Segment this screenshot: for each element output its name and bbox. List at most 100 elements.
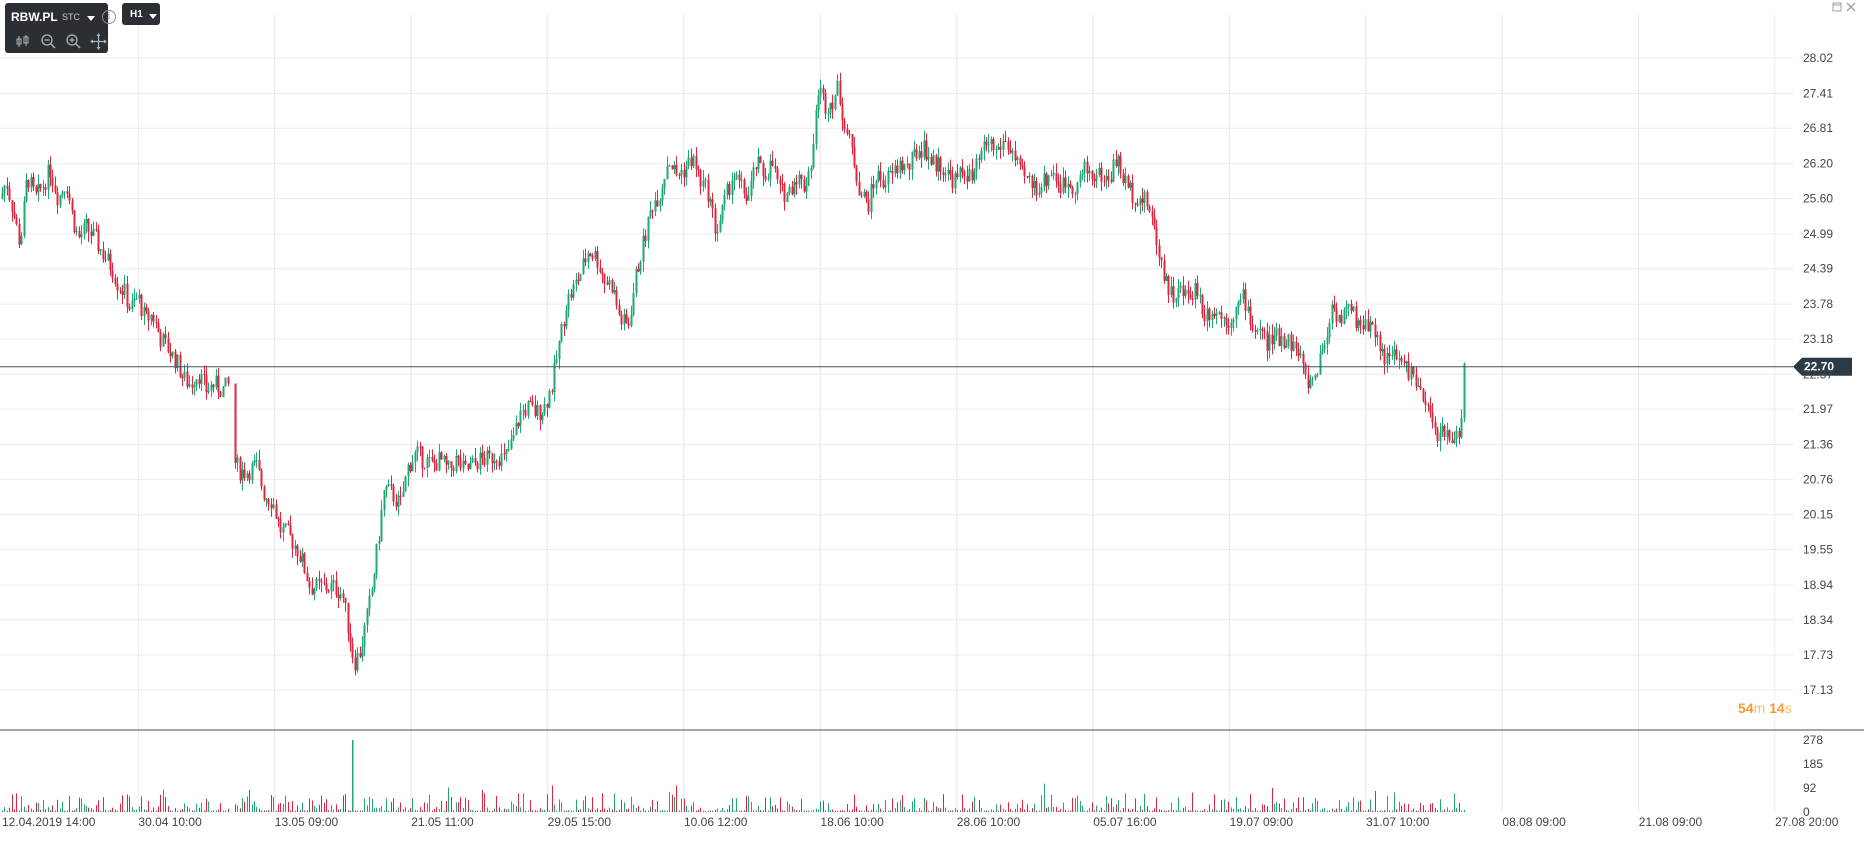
info-icon[interactable]: i — [102, 10, 116, 24]
volume-bar — [1406, 810, 1407, 812]
candle-body — [920, 151, 923, 158]
window-icon[interactable] — [1832, 2, 1842, 15]
volume-bar — [376, 807, 377, 812]
candle-body — [1057, 181, 1060, 185]
candle-body — [745, 194, 748, 201]
volume-bar — [578, 809, 579, 812]
candle-body — [354, 657, 357, 671]
volume-bar — [117, 810, 118, 812]
volume-bar — [1003, 808, 1004, 812]
timeframe-selector[interactable]: H1 — [122, 3, 160, 25]
volume-bar — [717, 808, 718, 812]
candle-body — [1163, 260, 1166, 281]
volume-bar — [319, 804, 320, 812]
candle-body — [546, 404, 549, 408]
volume-bar — [1154, 808, 1155, 812]
volume-bar — [532, 810, 533, 812]
volume-bar — [307, 810, 308, 812]
volume-bar — [127, 794, 128, 812]
volume-bar — [724, 810, 725, 812]
volume-bar — [1250, 794, 1251, 812]
close-icon[interactable] — [1846, 2, 1856, 15]
volume-bar — [686, 805, 687, 812]
candle-body — [339, 593, 342, 599]
volume-bar — [1168, 810, 1169, 812]
y-tick-label: 21.97 — [1803, 402, 1833, 416]
volume-bar — [640, 810, 641, 812]
volume-bar — [429, 794, 430, 812]
candle-body — [1023, 167, 1026, 177]
candle-body — [997, 146, 1000, 150]
candle-body — [606, 282, 609, 285]
volume-bar — [487, 807, 488, 812]
y-tick-label: 23.18 — [1803, 332, 1833, 346]
volume-bar — [763, 810, 764, 812]
volume-bar — [268, 810, 269, 812]
chart-tools — [15, 33, 107, 50]
candle-body — [474, 458, 477, 463]
volume-bar — [1164, 810, 1165, 812]
candle-body — [37, 183, 40, 193]
candle-body — [1016, 157, 1019, 161]
candle-body — [728, 183, 731, 195]
candlestick-icon[interactable] — [15, 33, 32, 50]
volume-bar — [316, 808, 317, 812]
candle-body — [1184, 289, 1187, 296]
candle-body — [315, 578, 318, 589]
candle-body — [1407, 361, 1410, 380]
volume-bar — [799, 810, 800, 812]
volume-bar — [1056, 806, 1057, 812]
volume-bar — [1106, 796, 1107, 812]
candle-body — [27, 179, 30, 188]
volume-bar — [873, 804, 874, 812]
volume-bar — [852, 809, 853, 812]
candle-body — [291, 534, 294, 549]
candle-body — [498, 461, 501, 466]
zoom-in-icon[interactable] — [65, 33, 82, 50]
volume-bar — [1248, 808, 1249, 812]
volume-bar — [1036, 810, 1037, 812]
volume-bar — [1320, 810, 1321, 812]
candle-body — [1043, 173, 1046, 188]
y-tick-label: 28.02 — [1803, 51, 1833, 65]
candle-body — [752, 167, 755, 182]
candle-body — [632, 293, 635, 315]
volume-bar — [823, 800, 824, 812]
candle-body — [798, 174, 801, 185]
volume-bar — [871, 809, 872, 812]
candle-body — [1412, 366, 1415, 375]
candle-body — [275, 504, 278, 519]
candle-body — [611, 280, 614, 293]
candle-body — [35, 186, 38, 193]
zoom-out-icon[interactable] — [40, 33, 57, 50]
volume-bar — [1416, 810, 1417, 812]
volume-bar — [403, 808, 404, 812]
symbol-label[interactable]: RBW.PL — [11, 10, 58, 24]
volume-bar — [789, 804, 790, 812]
candle-body — [517, 423, 520, 427]
candle-body — [1463, 363, 1466, 419]
volume-bar — [261, 810, 262, 812]
candle-body — [757, 156, 760, 170]
chevron-down-icon[interactable] — [87, 16, 95, 21]
volume-bar — [1005, 810, 1006, 812]
candle-body — [49, 164, 52, 178]
volume-bar — [312, 800, 313, 812]
volume-bar — [396, 810, 397, 812]
volume-bar — [796, 810, 797, 812]
candle-body — [884, 184, 887, 188]
volume-bar — [1041, 795, 1042, 812]
candle-body — [1002, 140, 1005, 150]
volume-bar — [1051, 794, 1052, 812]
candle-body — [181, 377, 184, 379]
volume-bar — [744, 810, 745, 812]
crosshair-icon[interactable] — [90, 33, 107, 50]
volume-bar — [1382, 810, 1383, 812]
window-controls — [1832, 2, 1856, 15]
candle-body — [1371, 322, 1374, 325]
volume-bar — [141, 796, 142, 812]
volume-bar — [890, 810, 891, 812]
candle-body — [467, 463, 470, 469]
x-tick-label: 13.05 09:00 — [275, 815, 339, 829]
